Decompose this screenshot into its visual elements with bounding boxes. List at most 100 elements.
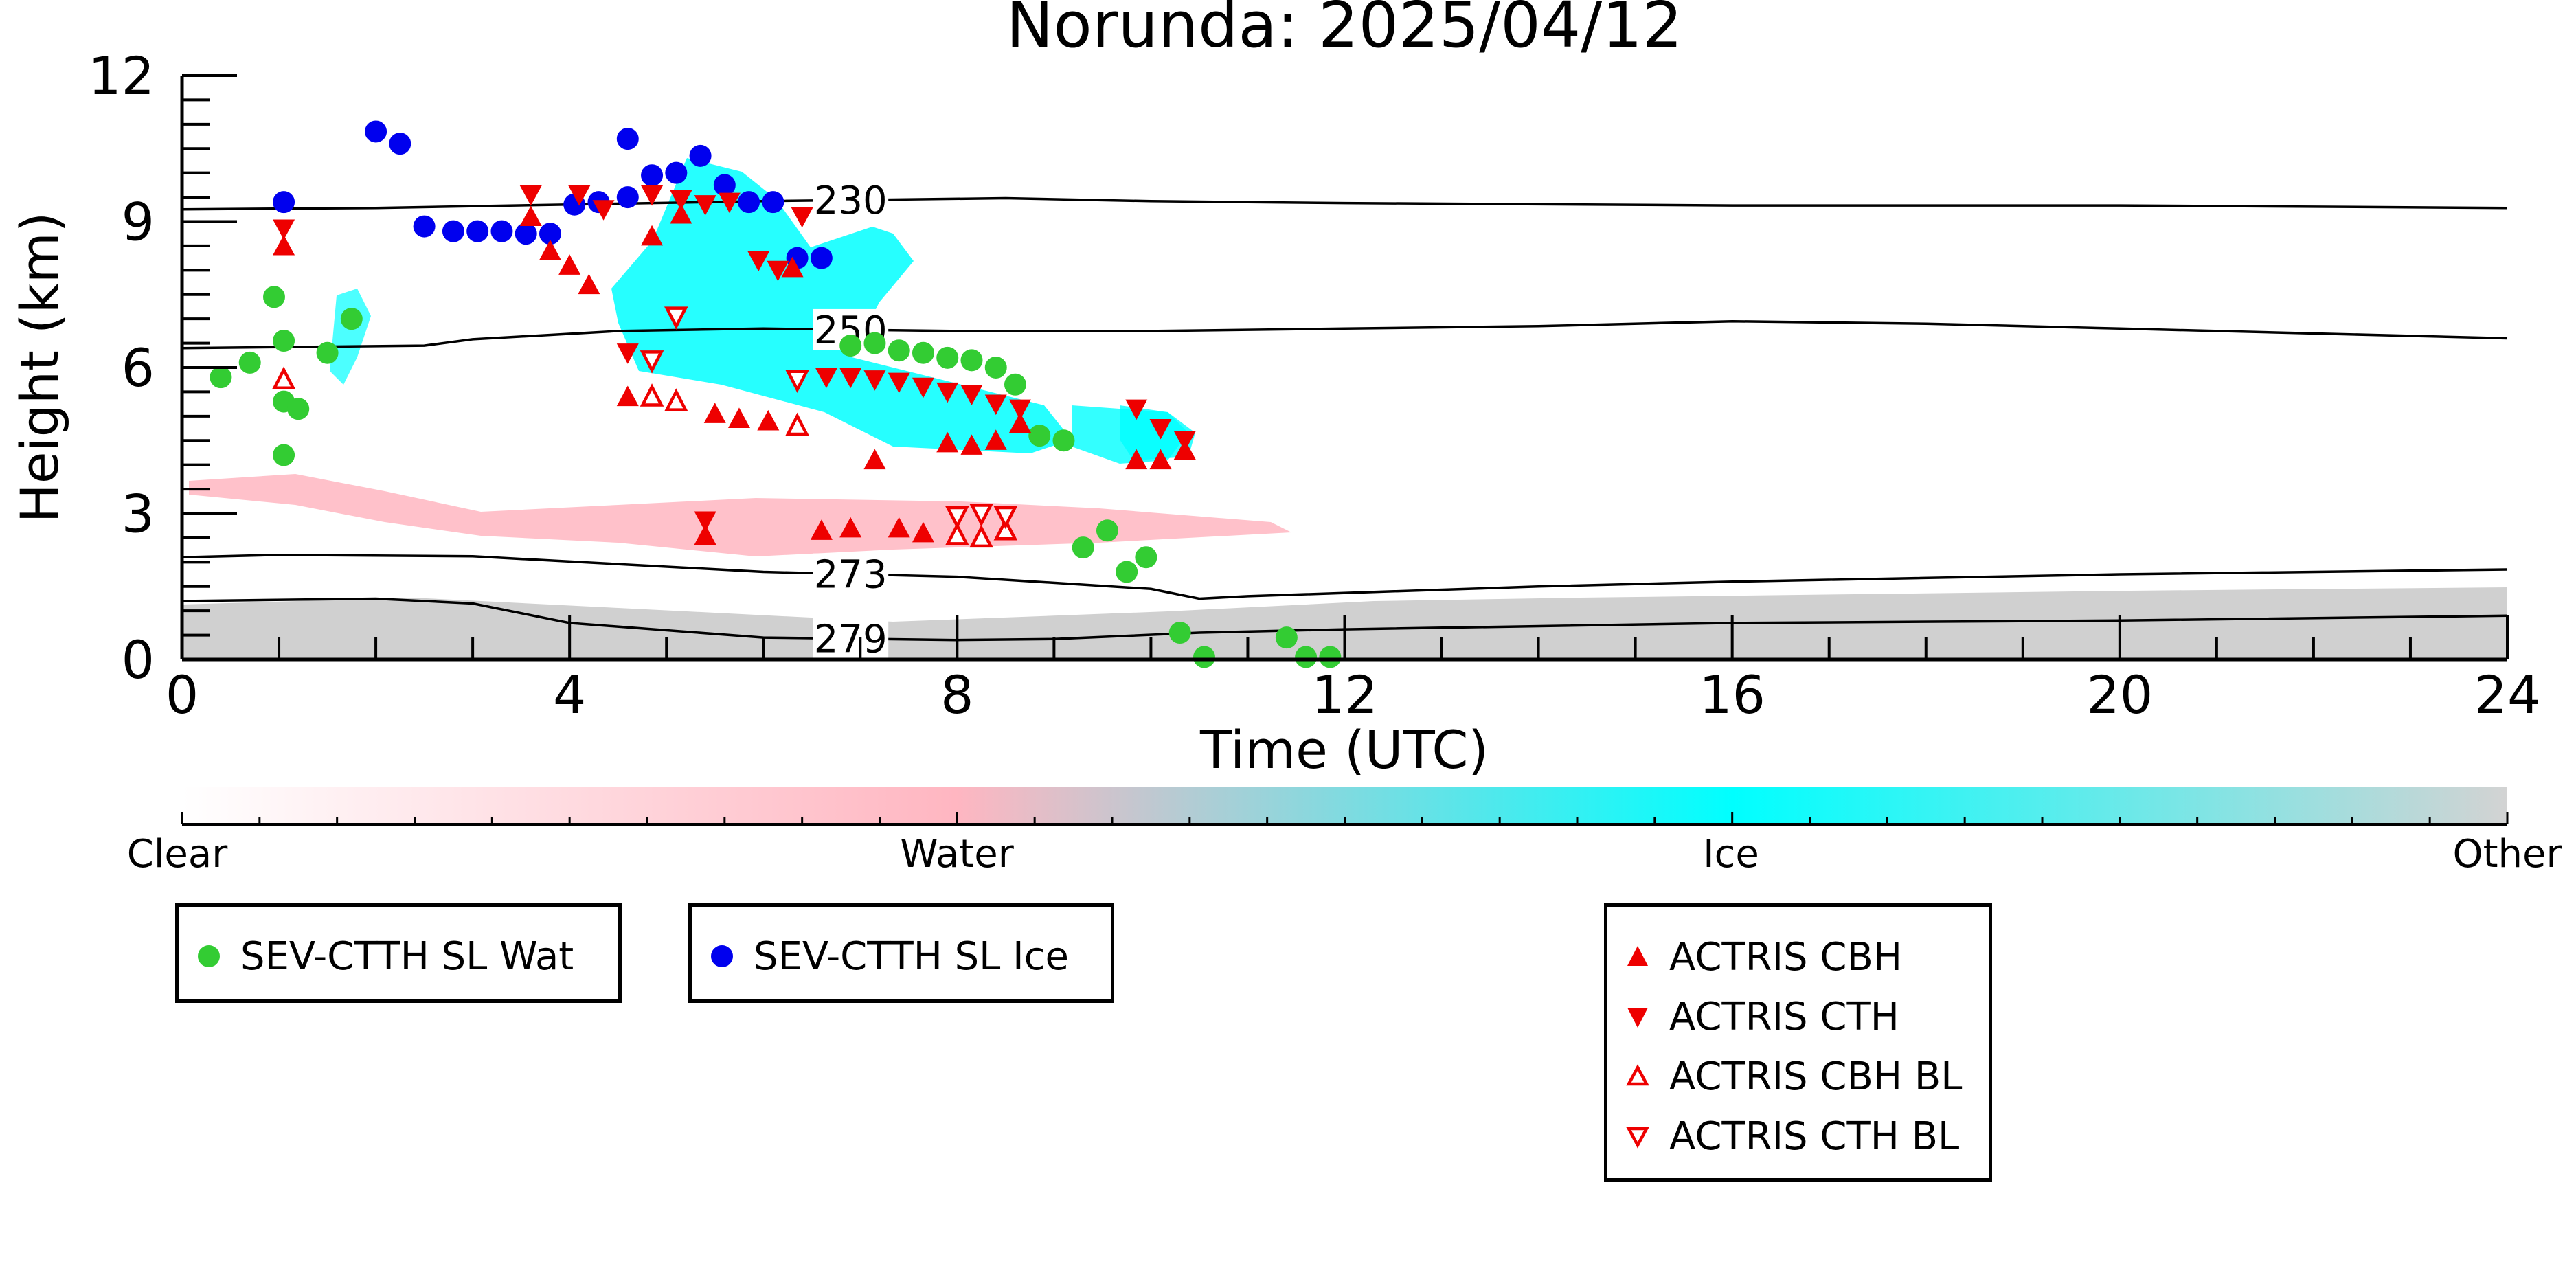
colorbar-label-other: Other [2452, 832, 2562, 877]
marker-sev-ctth-sl-ice [539, 223, 561, 245]
red-triangle-down-icon [1627, 1008, 1648, 1028]
marker-sev-ctth-sl-ice [273, 191, 295, 214]
marker-sev-ctth-sl-wat [1072, 536, 1094, 559]
x-tick-label: 8 [940, 664, 973, 725]
marker-actris-cth-bl [664, 306, 688, 330]
y-tick-label: 6 [122, 337, 155, 398]
marker-sev-ctth-sl-wat [936, 346, 959, 369]
x-tick-label: 16 [1699, 664, 1765, 725]
marker-sev-ctth-sl-ice [665, 161, 688, 184]
marker-sev-ctth-sl-wat [273, 330, 295, 352]
marker-actris-cbh [273, 234, 295, 256]
marker-sev-ctth-sl-wat [1028, 425, 1051, 447]
marker-actris-cbh [936, 431, 959, 453]
marker-actris-cbh [519, 205, 542, 227]
y-axis-ticks: 0 3 6 9 12 [88, 45, 237, 690]
marker-sev-ctth-sl-wat [287, 398, 310, 420]
marker-actris-cth [839, 368, 862, 389]
legend-label: ACTRIS CBH [1669, 934, 1903, 980]
x-tick-label: 4 [553, 664, 586, 725]
x-tick-label: 20 [2086, 664, 2153, 725]
marker-actris-cbh [757, 409, 780, 431]
marker-actris-cbh [1125, 449, 1148, 470]
marker-actris-cbh-bl [640, 383, 664, 407]
marker-actris-cth [694, 511, 716, 532]
marker-actris-cbh-bl [993, 517, 1018, 541]
marker-actris-cth-bl [640, 350, 664, 374]
marker-actris-cth [519, 185, 542, 206]
legend-label: ACTRIS CTH [1669, 994, 1899, 1039]
marker-actris-cth [718, 192, 741, 214]
red-open-triangle-down-icon [1626, 1127, 1649, 1149]
marker-sev-ctth-sl-wat [1319, 646, 1342, 668]
marker-sev-ctth-sl-ice [738, 191, 760, 214]
marker-sev-ctth-sl-wat [273, 444, 295, 466]
marker-actris-cth [747, 251, 770, 272]
marker-actris-cth [888, 372, 910, 394]
ice-cloud-core [611, 158, 1072, 453]
marker-actris-cbh [1009, 412, 1032, 433]
marker-sev-ctth-sl-wat [1193, 646, 1215, 668]
contour-line-273 [181, 553, 2508, 600]
water-cloud-band [189, 474, 1291, 556]
marker-actris-cth [568, 185, 591, 206]
x-tick-label: 24 [2474, 664, 2541, 725]
y-tick-label: 12 [88, 45, 155, 106]
marker-sev-ctth-sl-wat [863, 332, 886, 354]
marker-sev-ctth-sl-wat [1295, 646, 1318, 668]
legend-item-sev-wat: SEV-CTTH SL Wat [192, 934, 574, 979]
marker-sev-ctth-sl-wat [340, 308, 363, 330]
marker-actris-cbh [727, 407, 750, 428]
contour-line-230 [181, 196, 2508, 211]
legend-label: ACTRIS CBH BL [1669, 1054, 1963, 1099]
chart-title: Norunda: 2025/04/12 [1006, 0, 1683, 62]
colorbar-label-clear: Clear [127, 832, 228, 877]
marker-sev-ctth-sl-ice [616, 128, 639, 150]
marker-actris-cth [984, 394, 1007, 416]
marker-actris-cbh [1149, 449, 1172, 470]
marker-actris-cbh-bl [664, 388, 688, 411]
marker-actris-cbh-bl [271, 366, 296, 389]
marker-sev-ctth-sl-wat [960, 349, 983, 372]
marker-actris-cbh [984, 429, 1007, 450]
marker-sev-ctth-sl-ice [689, 144, 712, 167]
marker-actris-cth-bl [785, 370, 809, 394]
marker-sev-ctth-sl-ice [762, 191, 784, 214]
marker-sev-ctth-sl-ice [466, 220, 489, 242]
marker-sev-ctth-sl-wat [1004, 373, 1026, 396]
marker-actris-cbh [616, 385, 639, 407]
legend-label: ACTRIS CTH BL [1669, 1114, 1960, 1159]
y-tick-label: 0 [122, 629, 155, 690]
marker-actris-cth [1125, 399, 1148, 420]
marker-sev-ctth-sl-wat [238, 351, 261, 374]
x-axis-label: Time (UTC) [1199, 719, 1489, 780]
marker-actris-cth [767, 260, 789, 282]
marker-actris-cbh [863, 449, 886, 470]
red-triangle-up-icon [1627, 946, 1648, 966]
red-open-triangle-up-icon [1626, 1064, 1649, 1086]
colorbar-label-ice: Ice [1703, 832, 1759, 877]
marker-actris-cbh-bl [785, 412, 809, 436]
marker-sev-ctth-sl-wat [262, 286, 285, 308]
marker-actris-cbh [670, 203, 692, 224]
marker-actris-cbh [810, 519, 833, 540]
marker-actris-cth [592, 200, 615, 221]
contour-label: 279 [814, 618, 888, 662]
marker-sev-ctth-sl-wat [1275, 626, 1298, 649]
marker-actris-cbh [912, 521, 934, 543]
legend-actris: ACTRIS CBH ACTRIS CTH ACTRIS CBH BL ACTR… [1604, 903, 1992, 1182]
y-tick-label: 3 [122, 484, 155, 545]
legend-item-actris-cbh-bl: ACTRIS CBH BL [1621, 1054, 1963, 1099]
marker-actris-cbh [960, 434, 983, 455]
legend-label: SEV-CTTH SL Wat [240, 934, 574, 979]
marker-actris-cth [1173, 431, 1196, 452]
contour-label-bg [813, 618, 889, 659]
contour-label: 273 [814, 553, 888, 598]
blue-circle-icon [711, 945, 733, 967]
marker-sev-ctth-sl-ice [413, 215, 436, 238]
marker-sev-ctth-sl-wat [316, 341, 339, 364]
green-circle-icon [198, 945, 220, 967]
marker-actris-cth [1009, 399, 1032, 420]
contour-line-279 [181, 597, 2508, 642]
